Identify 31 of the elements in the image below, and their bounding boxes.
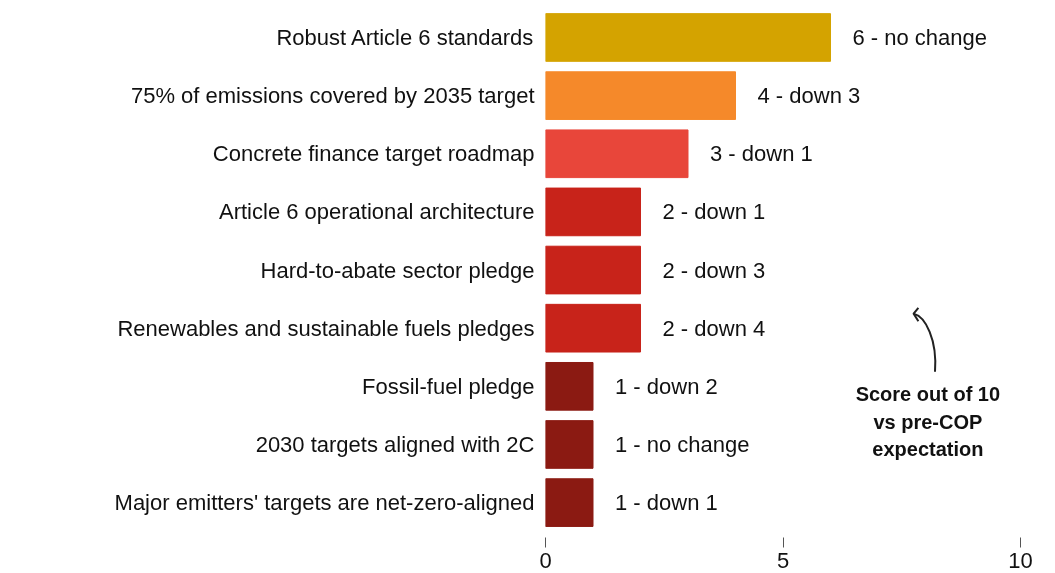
data-label: 2 - down 1 (662, 199, 766, 225)
y-tick-label: Article 6 operational architecture (219, 199, 535, 225)
y-tick-label: Robust Article 6 standards (276, 24, 534, 50)
data-label: 3 - down 1 (710, 141, 813, 167)
bar (545, 245, 641, 295)
data-label: 1 - no change (615, 431, 750, 457)
data-label: 4 - down 3 (757, 83, 861, 109)
bar (545, 71, 736, 120)
bar (545, 420, 594, 469)
bar (545, 478, 594, 527)
y-tick-label: Major emitters' targets are net-zero-aligned (114, 490, 535, 516)
x-tick-label: 10 (1008, 547, 1033, 573)
annotation: Score out of 10 vs pre-COP expectation (855, 383, 1001, 461)
bar (545, 187, 641, 237)
bar (545, 303, 641, 353)
y-tick-label: Hard-to-abate sector pledge (260, 257, 535, 283)
y-tick-label: Fossil-fuel pledge (362, 373, 535, 399)
data-label: 2 - down 4 (662, 315, 766, 341)
x-tick-label: 5 (776, 547, 790, 573)
y-tick-label: Renewables and sustainable fuels pledges (117, 315, 535, 341)
y-tick-label: 2030 targets aligned with 2C (255, 431, 535, 457)
bar (545, 129, 689, 179)
y-tick-label: Concrete finance target roadmap (212, 141, 535, 167)
x-tick-label: 0 (539, 547, 552, 573)
bar (545, 361, 594, 411)
data-label: 1 - down 2 (615, 373, 718, 399)
y-tick-label: 75% of emissions covered by 2035 target (130, 83, 535, 109)
data-label: 2 - down 3 (662, 257, 766, 283)
data-label: 6 - no change (852, 24, 988, 50)
data-label: 1 - down 1 (615, 490, 718, 516)
bar (545, 13, 831, 62)
